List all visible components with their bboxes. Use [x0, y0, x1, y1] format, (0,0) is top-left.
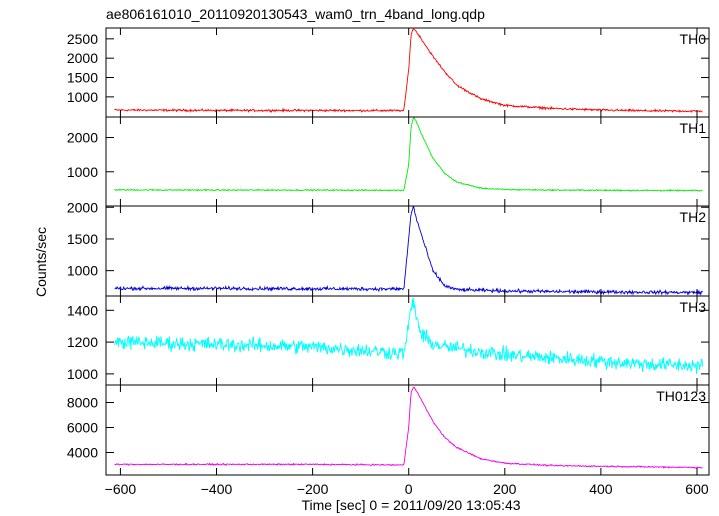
panel-th0: 1000 1500 2000 2500 TH0 — [67, 27, 710, 118]
panel-th1: 1000 2000 TH1 — [67, 116, 710, 207]
x-tick-label: −600 — [105, 481, 137, 497]
chart-title: ae806161010_20110920130543_wam0_trn_4ban… — [106, 6, 485, 22]
panel-label: TH0 — [680, 31, 707, 47]
y-tick-label: 1000 — [67, 89, 98, 105]
y-tick-label: 1500 — [67, 231, 98, 247]
y-tick-label: 4000 — [67, 445, 98, 461]
y-tick-label: 1500 — [67, 70, 98, 86]
panel-th0123: 4000 6000 8000 TH0123 — [67, 384, 710, 476]
y-tick-label: 8000 — [67, 395, 98, 411]
series-line-th1 — [114, 117, 703, 192]
panel-label: TH2 — [680, 209, 707, 225]
series-line-th2 — [114, 206, 703, 296]
x-axis-label: Time [sec] 0 = 2011/09/20 13:05:43 — [301, 497, 520, 513]
y-tick-label: 2500 — [67, 31, 98, 47]
y-tick-label: 1000 — [67, 366, 98, 382]
y-tick-label: 2000 — [67, 199, 98, 215]
panel-label: TH1 — [680, 120, 707, 136]
y-tick-label: 2000 — [67, 130, 98, 146]
y-tick-label: 1400 — [67, 302, 98, 318]
x-tick-label: −200 — [297, 481, 329, 497]
panel-th3: 1000 1200 1400 TH3 — [67, 295, 710, 386]
y-tick-label: 6000 — [67, 420, 98, 436]
x-tick-label: 200 — [493, 481, 517, 497]
series-line-th0123 — [114, 386, 703, 469]
x-tick-label: 0 — [405, 481, 413, 497]
panel-frame — [105, 116, 710, 207]
x-tick-label: −400 — [201, 481, 233, 497]
panel-label: TH0123 — [656, 388, 706, 404]
y-axis-label: Counts/sec — [33, 227, 49, 297]
panel-th2: 1000 1500 2000 TH2 — [67, 199, 710, 297]
y-tick-label: 1000 — [67, 263, 98, 279]
panel-frame — [105, 27, 710, 118]
series-line-th3 — [114, 297, 704, 375]
y-tick-label: 2000 — [67, 50, 98, 66]
panel-frame — [105, 384, 710, 476]
x-tick-label: 600 — [685, 481, 709, 497]
series-line-th0 — [114, 28, 703, 114]
y-tick-label: 1200 — [67, 334, 98, 350]
y-tick-label: 1000 — [67, 164, 98, 180]
panel-label: TH3 — [680, 299, 707, 315]
x-tick-label: 400 — [589, 481, 613, 497]
